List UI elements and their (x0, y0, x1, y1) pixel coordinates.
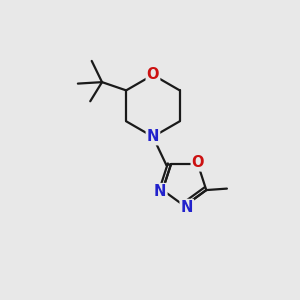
Text: O: O (147, 68, 159, 82)
Text: N: N (181, 200, 193, 215)
Text: O: O (192, 155, 204, 170)
Text: N: N (147, 129, 159, 144)
Text: N: N (154, 184, 167, 199)
